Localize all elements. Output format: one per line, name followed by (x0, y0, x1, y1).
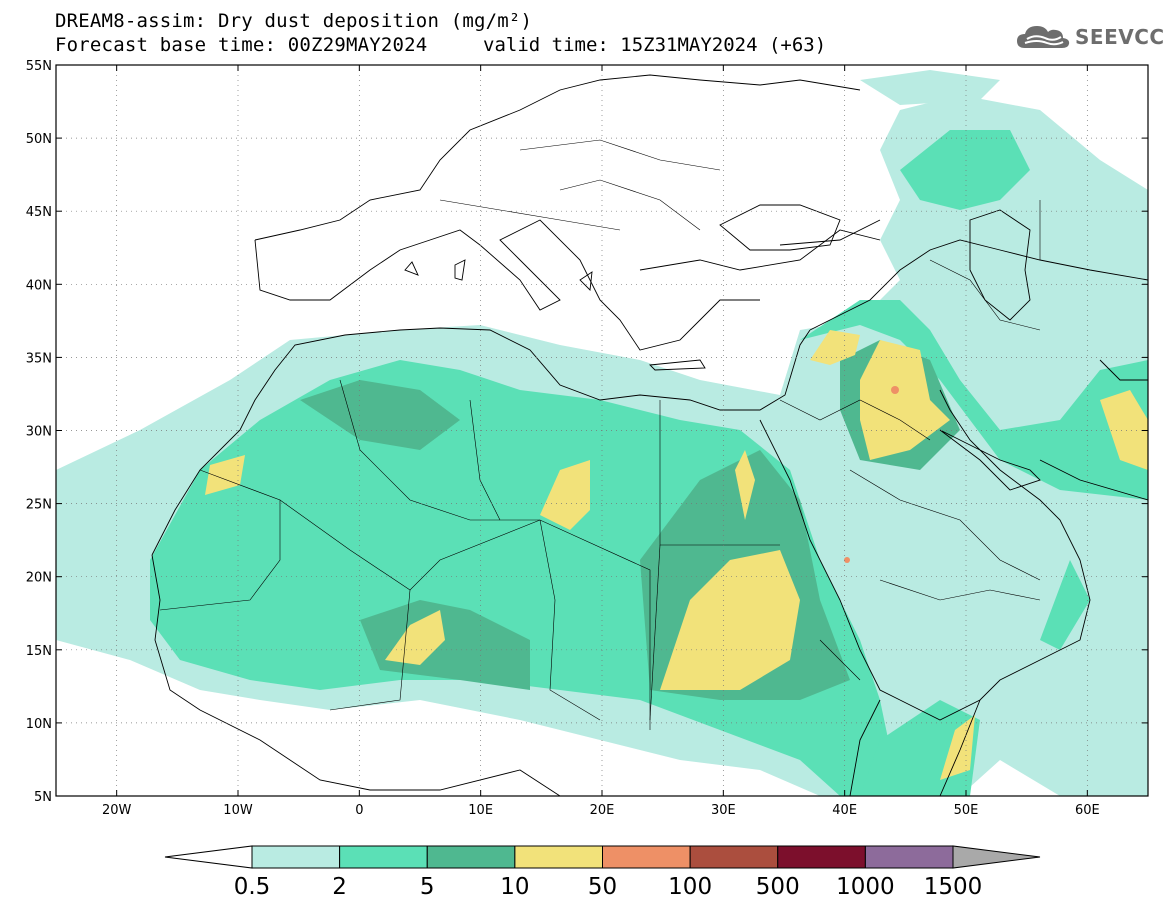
coastlines (151, 74, 1148, 796)
dust-level-4b (860, 340, 950, 460)
dust-level-4d (385, 610, 445, 665)
dust-level-4h (205, 455, 245, 495)
lon-tick-label: 50E (954, 803, 979, 818)
lat-tick-label: 50N (26, 132, 52, 147)
colorbar-segment (251, 845, 341, 869)
logo-text: SEEVCCC (1075, 25, 1165, 49)
dust-level-4e (940, 715, 975, 780)
colorbar-label: 0.5 (234, 874, 271, 900)
colorbar-label: 5 (420, 874, 435, 900)
valid-time: valid time: 15Z31MAY2024 (+63) (483, 34, 827, 56)
graticule (56, 65, 1148, 796)
colorbar-segment (689, 845, 779, 869)
lat-tick-label: 30N (26, 425, 52, 440)
dust-level-2d (1040, 560, 1090, 650)
lat-tick-label: 5N (34, 790, 52, 805)
colorbar-label: 100 (668, 874, 712, 900)
lat-tick-label: 10N (26, 717, 52, 732)
dust-level-4i (735, 450, 755, 520)
dust-level-5 (891, 386, 899, 394)
lon-tick-label: 10W (223, 803, 253, 818)
axis-labels: 20W 10W 0 10E 20E 30E 40E 50E 60E 55N 50N 45N 40N 35N… (26, 59, 1100, 818)
dust-level-3 (300, 380, 460, 450)
colorbar-label: 1500 (924, 874, 983, 900)
lat-tick-label: 20N (26, 571, 52, 586)
colorbar: 0.5 2 5 10 50 100 500 1000 1500 (164, 845, 1041, 900)
colorbar-label: 1000 (836, 874, 895, 900)
dust-level-4 (660, 550, 800, 690)
colorbar-segment (514, 845, 603, 869)
dust-level-4g (810, 330, 860, 365)
colorbar-label: 500 (756, 874, 800, 900)
lat-tick-label: 55N (26, 59, 52, 74)
lat-tick-label: 45N (26, 205, 52, 220)
lat-tick-label: 15N (26, 644, 52, 659)
colorbar-segment (339, 845, 428, 869)
map-title: DREAM8-assim: Dry dust deposition (mg/m²… (55, 10, 533, 32)
colorbar-under-arrow (164, 845, 253, 869)
lon-tick-label: 30E (711, 803, 736, 818)
dust-level-1b (860, 70, 1000, 105)
axis-ticks (56, 64, 1148, 797)
colorbar-label: 2 (332, 874, 347, 900)
borders (159, 139, 1041, 730)
colorbar-segment (426, 845, 516, 869)
lon-tick-label: 60E (1075, 803, 1100, 818)
cloud-icon (1017, 26, 1070, 48)
lon-tick-label: 20W (102, 803, 132, 818)
dust-level-2b (800, 300, 1148, 500)
colorbar-segment (777, 845, 866, 869)
lon-tick-label: 10E (468, 803, 493, 818)
dust-level-3c (360, 600, 530, 690)
colorbar-segment (602, 845, 691, 869)
colorbar-label: 50 (588, 874, 617, 900)
colorbar-label: 10 (500, 874, 529, 900)
lon-tick-label: 0 (355, 803, 363, 818)
lon-tick-label: 20E (590, 803, 615, 818)
dust-level-4c (540, 460, 590, 530)
forecast-base-time: Forecast base time: 00Z29MAY2024 (55, 34, 428, 56)
seevccc-logo: SEEVCCC (1015, 22, 1165, 52)
lon-tick-label: 40E (832, 803, 857, 818)
lat-tick-label: 35N (26, 351, 52, 366)
dust-level-2c (900, 130, 1030, 210)
colorbar-over-arrow (952, 845, 1041, 869)
colorbar-segment (864, 845, 954, 869)
dust-level-5b (844, 557, 850, 563)
dust-level-4f (1100, 390, 1148, 470)
lat-tick-label: 40N (26, 278, 52, 293)
lat-tick-label: 25N (26, 498, 52, 513)
